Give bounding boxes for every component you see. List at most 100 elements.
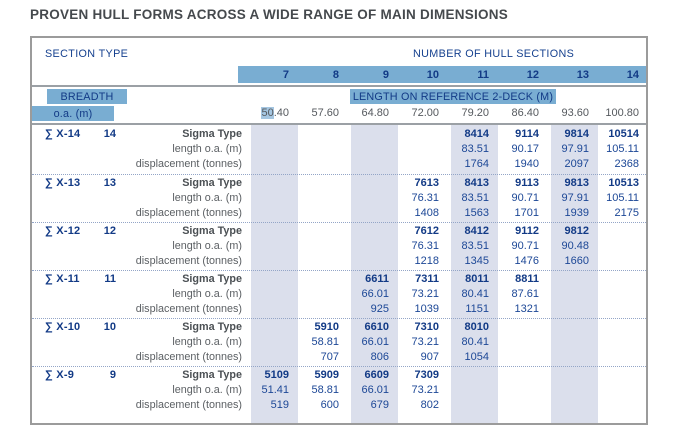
value-cell: 6611 [365,272,389,285]
value-cell: 1345 [464,255,489,268]
value-cell: 8011 [465,272,489,285]
value-cell: 1563 [464,207,489,220]
section-count: 10 [103,320,116,333]
value-cell: 802 [420,399,439,412]
table-row: ∑ X-11 11 Sigma Type 6611 7311 8011 8811 [32,271,646,286]
length-50-highlight: 50 [261,107,274,119]
value-cell: 90.17 [511,143,539,156]
row-label: Sigma Type [182,320,242,333]
row-label: length o.a. (m) [172,384,242,397]
value-cell: 10514 [608,127,639,140]
value-cell: 1039 [414,303,439,316]
value-cell: 2097 [564,158,589,171]
value-cell: 1701 [514,207,539,220]
table-row: displacement (tonnes) 1764 1940 2097 2368 [32,157,646,172]
section-type-label: SECTION TYPE [45,48,129,60]
table-row: length o.a. (m) 66.01 73.21 80.41 87.61 [32,286,646,301]
header-rule-bottom [32,123,646,125]
value-cell: 66.01 [361,384,389,397]
value-cell: 1054 [464,351,489,364]
value-cell: 6610 [364,320,389,333]
row-label: length o.a. (m) [172,143,242,156]
section-count-cell: 10 [426,68,439,81]
row-label: Sigma Type [182,127,242,140]
row-label: displacement (tonnes) [135,351,242,364]
value-cell: 679 [370,399,389,412]
length-ref-label: LENGTH ON REFERENCE 2-DECK (M) [350,89,556,104]
value-cell: 806 [370,351,389,364]
length-value-cell: 64.80 [361,107,389,119]
value-cell: 2175 [614,207,639,220]
value-cell: 58.81 [311,336,339,349]
value-cell: 1218 [414,255,439,268]
section-id: ∑ X-11 [45,272,80,285]
row-label: displacement (tonnes) [135,207,242,220]
table-row: displacement (tonnes) 707 806 907 1054 [32,350,646,365]
value-cell: 10513 [608,176,639,189]
value-cell: 1939 [564,207,589,220]
value-cell: 9114 [515,127,539,140]
value-cell: 83.51 [461,192,489,205]
table-row: length o.a. (m) 76.31 83.51 90.71 97.91 105.1… [32,190,646,205]
header-rule-top [32,85,646,87]
value-cell: 8412 [464,224,489,237]
value-cell: 5910 [314,320,339,333]
section-count-cell: 9 [382,68,389,81]
value-cell: 907 [420,351,439,364]
section-count-cell: 7 [282,68,289,81]
table-row: length o.a. (m) 76.31 83.51 90.71 90.48 [32,238,646,253]
value-cell: 73.21 [411,336,439,349]
value-cell: 707 [320,351,339,364]
row-label: Sigma Type [182,224,242,237]
value-cell: 8010 [464,320,489,333]
value-cell: 9113 [515,176,539,189]
row-label: displacement (tonnes) [135,303,242,316]
value-cell: 7311 [415,272,439,285]
value-cell: 8811 [515,272,539,285]
breadth-label: BREADTH [47,89,127,104]
section-id: ∑ X-10 [45,320,81,333]
row-label: length o.a. (m) [172,336,242,349]
page-title: PROVEN HULL FORMS ACROSS A WIDE RANGE OF… [30,7,509,22]
value-cell: 80.41 [461,336,489,349]
value-cell: 1408 [414,207,439,220]
row-label: length o.a. (m) [172,288,242,301]
value-cell: 73.21 [411,288,439,301]
section-count-cell: 14 [626,68,639,81]
value-cell: 1321 [514,303,539,316]
section-block: ∑ X-11 11 Sigma Type 6611 7311 8011 8811 length… [32,270,646,318]
value-cell: 9812 [564,224,589,237]
section-id-cell: ∑ X-10 10 [32,321,116,333]
value-cell: 7612 [414,224,439,237]
value-cell: 76.31 [411,240,439,253]
section-id: ∑ X-9 [45,368,75,381]
section-id: ∑ X-12 [45,224,81,237]
value-cell: 76.31 [411,192,439,205]
row-label: displacement (tonnes) [135,255,242,268]
table-row: length o.a. (m) 51.41 58.81 66.01 73.21 [32,382,646,397]
value-cell: 90.48 [561,240,589,253]
value-cell: 600 [320,399,339,412]
section-id-cell: ∑ X-12 12 [32,225,116,237]
value-cell: 5109 [264,368,289,381]
table-row: ∑ X-12 12 Sigma Type 7612 8412 9112 9812 [32,223,646,238]
row-label: displacement (tonnes) [135,399,242,412]
value-cell: 90.71 [511,240,539,253]
table-row: ∑ X-13 13 Sigma Type 7613 8413 9113 9813 10513 [32,175,646,190]
section-id: ∑ X-14 [45,127,81,140]
value-cell: 1151 [465,303,489,316]
value-cell: 66.01 [361,288,389,301]
value-cell: 8413 [464,176,489,189]
value-cell: 73.21 [411,384,439,397]
row-label: displacement (tonnes) [135,158,242,171]
section-id-cell: ∑ X-13 13 [32,177,116,189]
section-count: 13 [103,176,116,189]
value-cell: 97.91 [561,192,589,205]
value-cell: 87.61 [511,288,539,301]
value-cell: 1660 [564,255,589,268]
section-block: ∑ X-9 9 Sigma Type 5109 5909 6609 7309 length o… [32,366,646,414]
length-value-cell: 72.00 [411,107,439,119]
table-row: displacement (tonnes) 925 1039 1151 1321 [32,302,646,317]
